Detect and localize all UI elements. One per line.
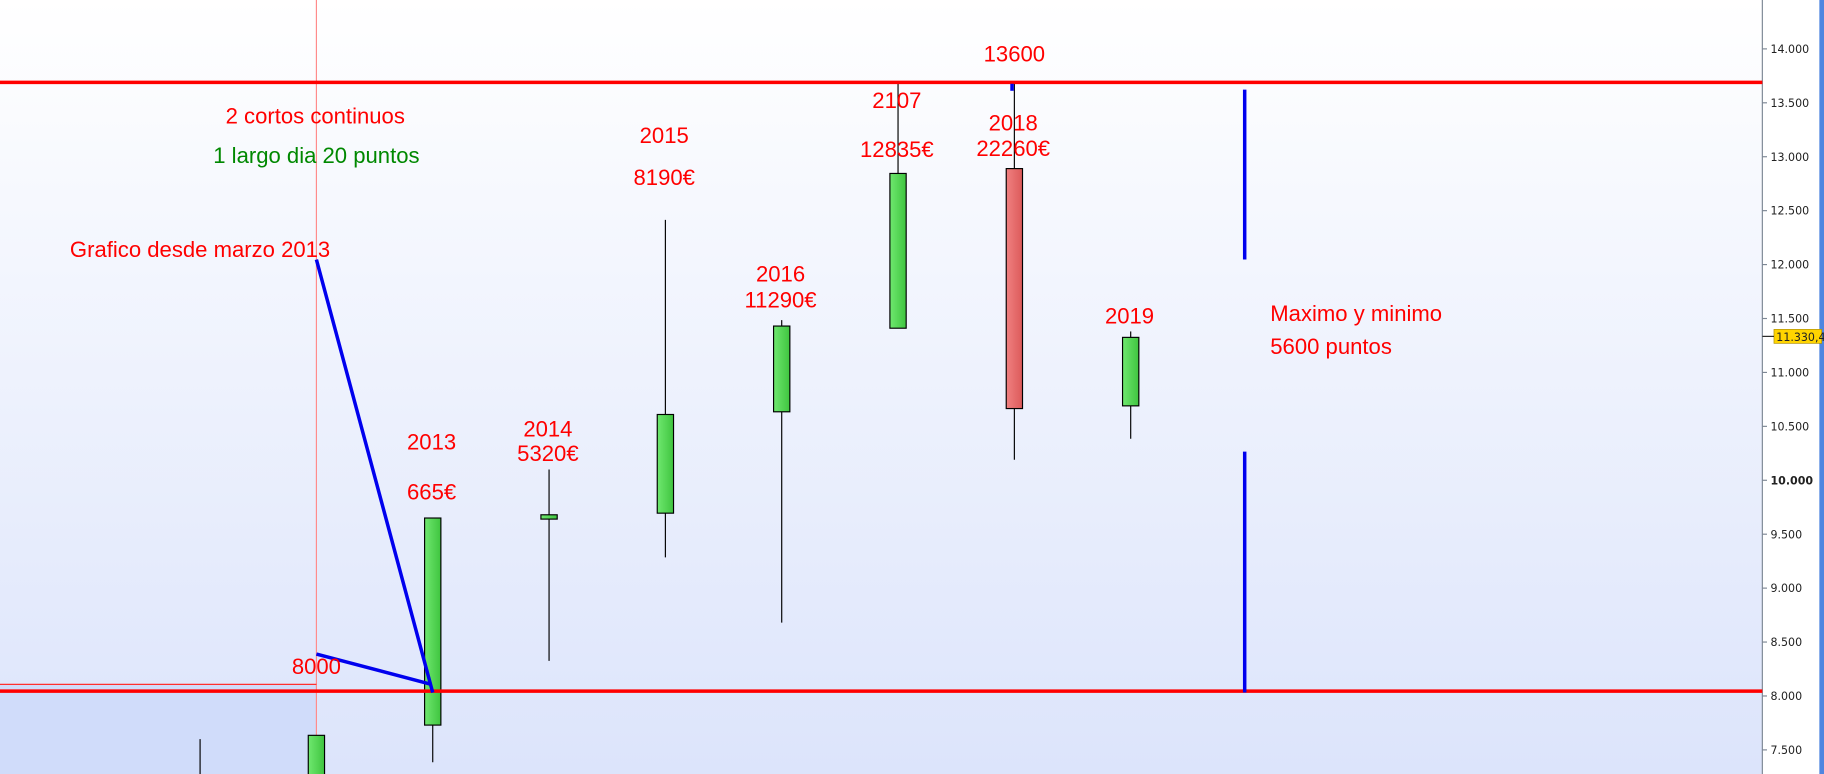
y-tick-label: 14.000 (1770, 43, 1809, 56)
drawings (314, 83, 1247, 693)
candle (307, 734, 326, 774)
candle (772, 320, 791, 623)
scrollbar[interactable] (1819, 0, 1824, 774)
annotation-value-2014: 5320€ (517, 441, 578, 466)
shaded-region (0, 684, 317, 774)
y-tick-label: 9.000 (1770, 582, 1802, 595)
candle-body (424, 517, 442, 726)
annotation-year-2015: 2015 (640, 123, 689, 148)
candle-body (540, 514, 558, 520)
annotation-year-2014: 2014 (523, 416, 572, 441)
candle-body (1121, 336, 1140, 407)
y-tick-label: 10.500 (1770, 420, 1809, 433)
y-tick-label: 12.000 (1770, 259, 1809, 272)
annotation-maximo: Maximo y minimo (1270, 301, 1442, 326)
y-tick-label: 11.000 (1770, 366, 1809, 379)
y-tick-label: 13.000 (1770, 151, 1809, 164)
horizontal-levels (0, 80, 1763, 693)
last-price-label: 11.330,4 (1776, 331, 1824, 344)
price-badge: 11.330,4 (1762, 329, 1824, 344)
y-tick-label: 13.500 (1770, 97, 1809, 110)
candle (656, 219, 675, 558)
annotation-year-2013: 2013 (407, 429, 456, 454)
candle (1121, 331, 1140, 439)
annotation-top-level: 13600 (984, 42, 1045, 67)
candle-body (656, 413, 675, 514)
annotation-value-2017: 12835€ (860, 137, 934, 162)
annotation-largo: 1 largo dia 20 puntos (213, 143, 419, 168)
annotation-value-2015: 8190€ (634, 165, 695, 190)
candle-body (889, 172, 907, 329)
annotation-year-2018: 2018 (989, 110, 1038, 135)
y-tick-label: 10.000 (1770, 474, 1813, 487)
candle (540, 469, 558, 661)
annotation-value-2016: 11290€ (745, 287, 817, 312)
trendline-8000[interactable] (315, 652, 433, 687)
candle-body (1005, 168, 1024, 410)
y-tick-label: 7.500 (1770, 744, 1802, 757)
y-tick-label: 8.500 (1770, 636, 1802, 649)
y-tick-label: 9.500 (1770, 528, 1802, 541)
axis-background (1762, 0, 1824, 774)
candle-body (307, 734, 326, 774)
y-tick-label: 12.500 (1770, 205, 1809, 218)
candle (1005, 83, 1024, 460)
annotation-value-2013: 665€ (407, 479, 456, 504)
y-tick-label: 11.500 (1770, 313, 1809, 326)
y-axis-ticks: 7.500 8.000 8.500 9.000 9.500 10.000 10.500 11.… (1762, 43, 1813, 757)
annotation-value-2018: 22260€ (976, 136, 1050, 161)
candle (889, 82, 907, 329)
annotation-year-2019: 2019 (1105, 304, 1154, 329)
annotation-puntos: 5600 puntos (1270, 334, 1392, 359)
candle-body (772, 325, 791, 413)
plot-background (0, 0, 1763, 774)
candle (424, 517, 442, 763)
trendline-grafico[interactable] (314, 259, 435, 693)
annotation-8000: 8000 (292, 654, 341, 679)
annotation-grafico: Grafico desde marzo 2013 (70, 237, 330, 262)
annotation-cortos: 2 cortos continuos (226, 103, 405, 128)
y-tick-label: 8.000 (1770, 690, 1802, 703)
annotation-year-2017: 2107 (872, 88, 921, 113)
annotation-year-2016: 2016 (756, 262, 805, 287)
